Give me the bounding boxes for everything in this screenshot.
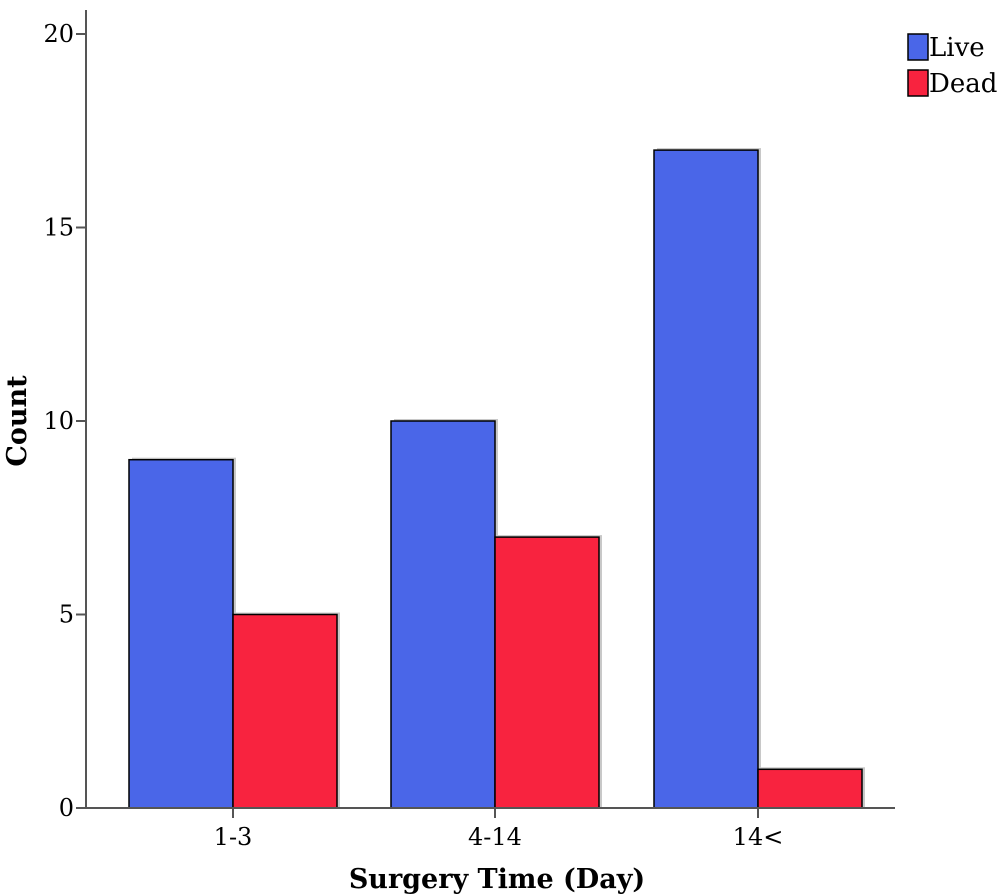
legend-label-dead: Dead [929,69,997,99]
bar-live-1 [128,458,234,809]
bars [128,148,865,809]
legend-label-live: Live [929,33,985,63]
x-tick-label: 14< [733,823,784,851]
legend: Live Dead [907,33,997,99]
legend-swatch-dead [907,69,929,97]
legend-swatch-live [907,33,929,61]
y-tick-label: 0 [59,794,74,822]
x-tick-label: 1-3 [214,823,253,851]
bar-live-3 [653,149,759,809]
bar-dead-2 [494,536,600,809]
y-tick-label: 20 [43,20,74,48]
bar-dead-1 [232,613,338,809]
y-tick-label: 10 [43,407,74,435]
bar-live-2 [390,420,496,809]
x-axis-title: Surgery Time (Day) [349,864,645,895]
y-axis-ticks: 0 5 10 15 20 [43,20,86,822]
x-axis-ticks: 1-3 4-14 14< [214,808,784,851]
bar-dead-3 [757,768,863,809]
y-tick-label: 15 [43,214,74,242]
y-axis-title: Count [2,375,33,467]
x-tick-label: 4-14 [468,823,522,851]
y-tick-label: 5 [59,601,74,629]
